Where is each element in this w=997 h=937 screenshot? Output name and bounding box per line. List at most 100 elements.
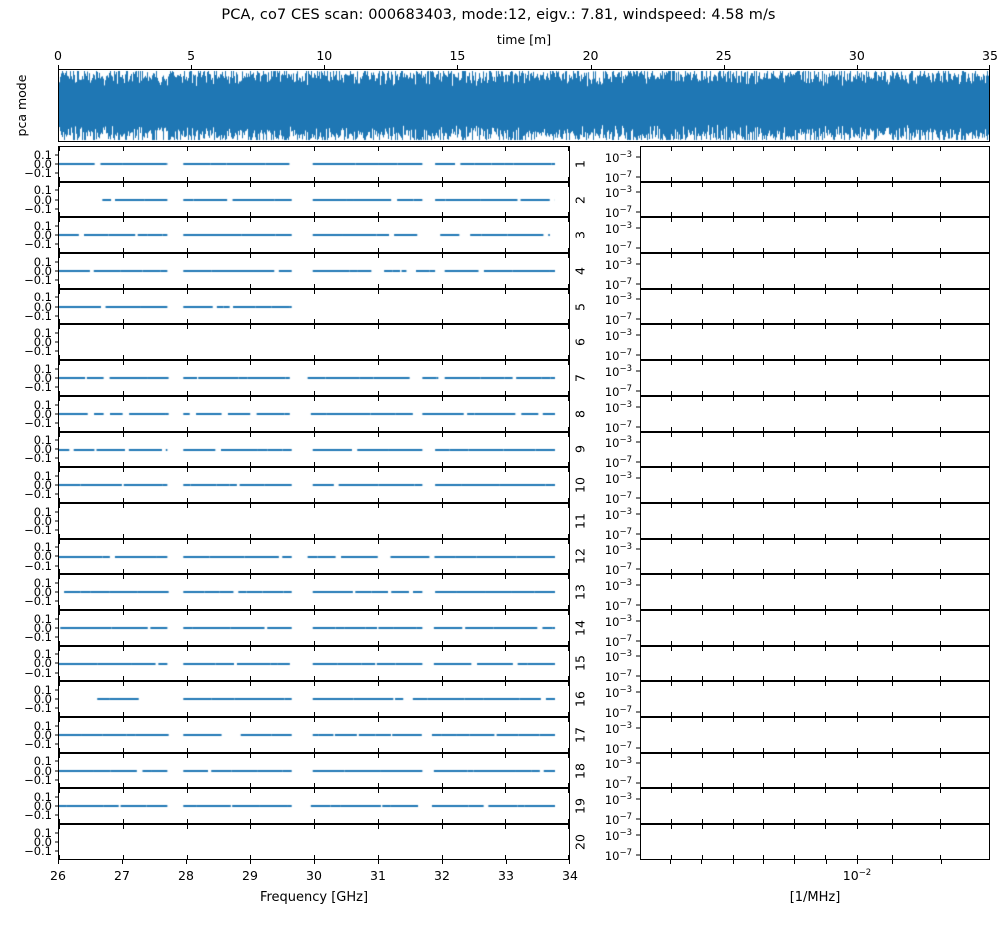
power-spectrum-xtick bbox=[940, 497, 942, 502]
frequency-subplot-xtick bbox=[186, 533, 188, 538]
frequency-subplot[interactable] bbox=[58, 681, 570, 717]
power-spectrum-xtick bbox=[670, 462, 672, 467]
power-spectrum-subplot[interactable] bbox=[640, 681, 990, 717]
subplot-row-index-label: 18 bbox=[572, 762, 588, 779]
frequency-subplot-canvas bbox=[59, 396, 569, 431]
frequency-subplot-xtick bbox=[568, 497, 569, 502]
top-axis-tick-mark bbox=[856, 65, 858, 69]
power-spectrum-xtick bbox=[670, 361, 672, 366]
frequency-subplot-xtick bbox=[505, 610, 507, 615]
right-panel-ytick-mark bbox=[636, 533, 640, 535]
power-spectrum-xtick bbox=[701, 212, 703, 217]
power-spectrum-xtick bbox=[794, 753, 796, 758]
power-spectrum-subplot[interactable] bbox=[640, 431, 990, 468]
frequency-subplot-xtick bbox=[568, 569, 569, 574]
frequency-subplot-xtick bbox=[441, 176, 443, 181]
frequency-subplot-xtick bbox=[59, 468, 60, 473]
power-spectrum-subplot[interactable] bbox=[640, 253, 990, 289]
top-axis-tick-label: 20 bbox=[582, 48, 599, 63]
right-panel-ytick-label: 10−3 bbox=[604, 578, 632, 593]
power-spectrum-xtick bbox=[891, 854, 893, 859]
left-panel-ytick-label: −0.1 bbox=[24, 844, 52, 859]
frequency-subplot[interactable] bbox=[58, 752, 570, 789]
frequency-subplot-xtick bbox=[59, 646, 60, 651]
power-spectrum-subplot[interactable] bbox=[640, 395, 990, 432]
frequency-subplot[interactable] bbox=[58, 360, 570, 396]
frequency-subplot[interactable] bbox=[58, 717, 570, 753]
frequency-subplot[interactable] bbox=[58, 609, 570, 646]
frequency-subplot[interactable] bbox=[58, 395, 570, 432]
left-panel-xlabel: Frequency [GHz] bbox=[259, 890, 369, 905]
left-panel-yaxis: 0.1 0.0 −0.1 bbox=[0, 610, 55, 646]
frequency-subplot[interactable] bbox=[58, 502, 570, 539]
left-panel-xtick-mark bbox=[122, 860, 123, 864]
frequency-subplot[interactable] bbox=[58, 788, 570, 825]
frequency-subplot[interactable] bbox=[58, 253, 570, 289]
frequency-subplot[interactable] bbox=[58, 181, 570, 218]
power-spectrum-subplot[interactable] bbox=[640, 609, 990, 646]
power-spectrum-xtick bbox=[794, 789, 796, 794]
frequency-subplot-xtick bbox=[186, 789, 188, 794]
power-spectrum-subplot[interactable] bbox=[640, 217, 990, 254]
frequency-subplot[interactable] bbox=[58, 574, 570, 610]
frequency-subplot-xtick bbox=[122, 646, 124, 651]
power-spectrum-xtick bbox=[701, 753, 703, 758]
power-spectrum-subplot[interactable] bbox=[640, 752, 990, 789]
power-spectrum-xtick bbox=[891, 218, 893, 223]
left-panel-ytick-label: 0.1 bbox=[33, 647, 52, 662]
frequency-subplot-xtick bbox=[59, 497, 60, 502]
power-spectrum-subplot[interactable] bbox=[640, 360, 990, 396]
frequency-subplot-xtick bbox=[377, 503, 379, 508]
power-spectrum-xtick bbox=[701, 712, 703, 716]
frequency-subplot[interactable] bbox=[58, 824, 570, 860]
power-spectrum-subplot[interactable] bbox=[640, 467, 990, 503]
frequency-subplot-xtick bbox=[314, 462, 315, 467]
power-spectrum-xtick bbox=[762, 289, 764, 294]
power-spectrum-xtick bbox=[733, 646, 735, 651]
power-spectrum-xtick bbox=[891, 325, 893, 330]
power-spectrum-xtick bbox=[762, 432, 764, 437]
power-spectrum-subplot[interactable] bbox=[640, 288, 990, 325]
power-spectrum-subplot[interactable] bbox=[640, 824, 990, 860]
frequency-subplot-xtick bbox=[186, 825, 188, 830]
frequency-subplot-xtick bbox=[505, 462, 507, 467]
subplot-row: 0.1 0.0 −0.1 10 10−3 10−7 bbox=[0, 467, 997, 504]
frequency-subplot-xtick bbox=[122, 604, 124, 609]
power-spectrum-subplot[interactable] bbox=[640, 574, 990, 610]
power-spectrum-xtick bbox=[762, 468, 764, 473]
frequency-subplot-xtick bbox=[186, 503, 188, 508]
power-spectrum-subplot[interactable] bbox=[640, 788, 990, 825]
power-spectrum-xtick bbox=[762, 176, 764, 181]
frequency-subplot[interactable] bbox=[58, 538, 570, 575]
power-spectrum-subplot[interactable] bbox=[640, 645, 990, 682]
power-spectrum-subplot[interactable] bbox=[640, 181, 990, 218]
power-spectrum-xtick bbox=[670, 503, 672, 508]
right-panel-ytick-label: 10−7 bbox=[604, 598, 632, 613]
frequency-subplot-xtick bbox=[568, 325, 569, 330]
subplot-row-index-label: 15 bbox=[572, 655, 588, 672]
power-spectrum-xtick bbox=[825, 248, 827, 253]
frequency-subplot-xtick bbox=[505, 783, 507, 788]
frequency-subplot[interactable] bbox=[58, 146, 570, 182]
power-spectrum-subplot[interactable] bbox=[640, 502, 990, 539]
power-spectrum-xtick bbox=[856, 361, 858, 366]
frequency-subplot[interactable] bbox=[58, 217, 570, 254]
power-spectrum-subplot[interactable] bbox=[640, 146, 990, 182]
power-spectrum-subplot[interactable] bbox=[640, 324, 990, 361]
frequency-subplot-xtick bbox=[441, 610, 443, 615]
power-spectrum-subplot[interactable] bbox=[640, 717, 990, 753]
power-spectrum-xtick bbox=[794, 646, 796, 651]
frequency-subplot[interactable] bbox=[58, 467, 570, 503]
frequency-subplot[interactable] bbox=[58, 431, 570, 468]
power-spectrum-subplot[interactable] bbox=[640, 538, 990, 575]
power-spectrum-xtick bbox=[856, 426, 858, 431]
power-spectrum-xtick bbox=[825, 825, 827, 830]
frequency-subplot-xtick bbox=[441, 747, 443, 752]
power-spectrum-xtick bbox=[733, 289, 735, 294]
power-spectrum-xtick bbox=[733, 355, 735, 360]
power-spectrum-xtick bbox=[762, 254, 764, 259]
frequency-subplot[interactable] bbox=[58, 324, 570, 361]
frequency-subplot[interactable] bbox=[58, 645, 570, 682]
frequency-subplot[interactable] bbox=[58, 288, 570, 325]
power-spectrum-xtick bbox=[762, 610, 764, 615]
